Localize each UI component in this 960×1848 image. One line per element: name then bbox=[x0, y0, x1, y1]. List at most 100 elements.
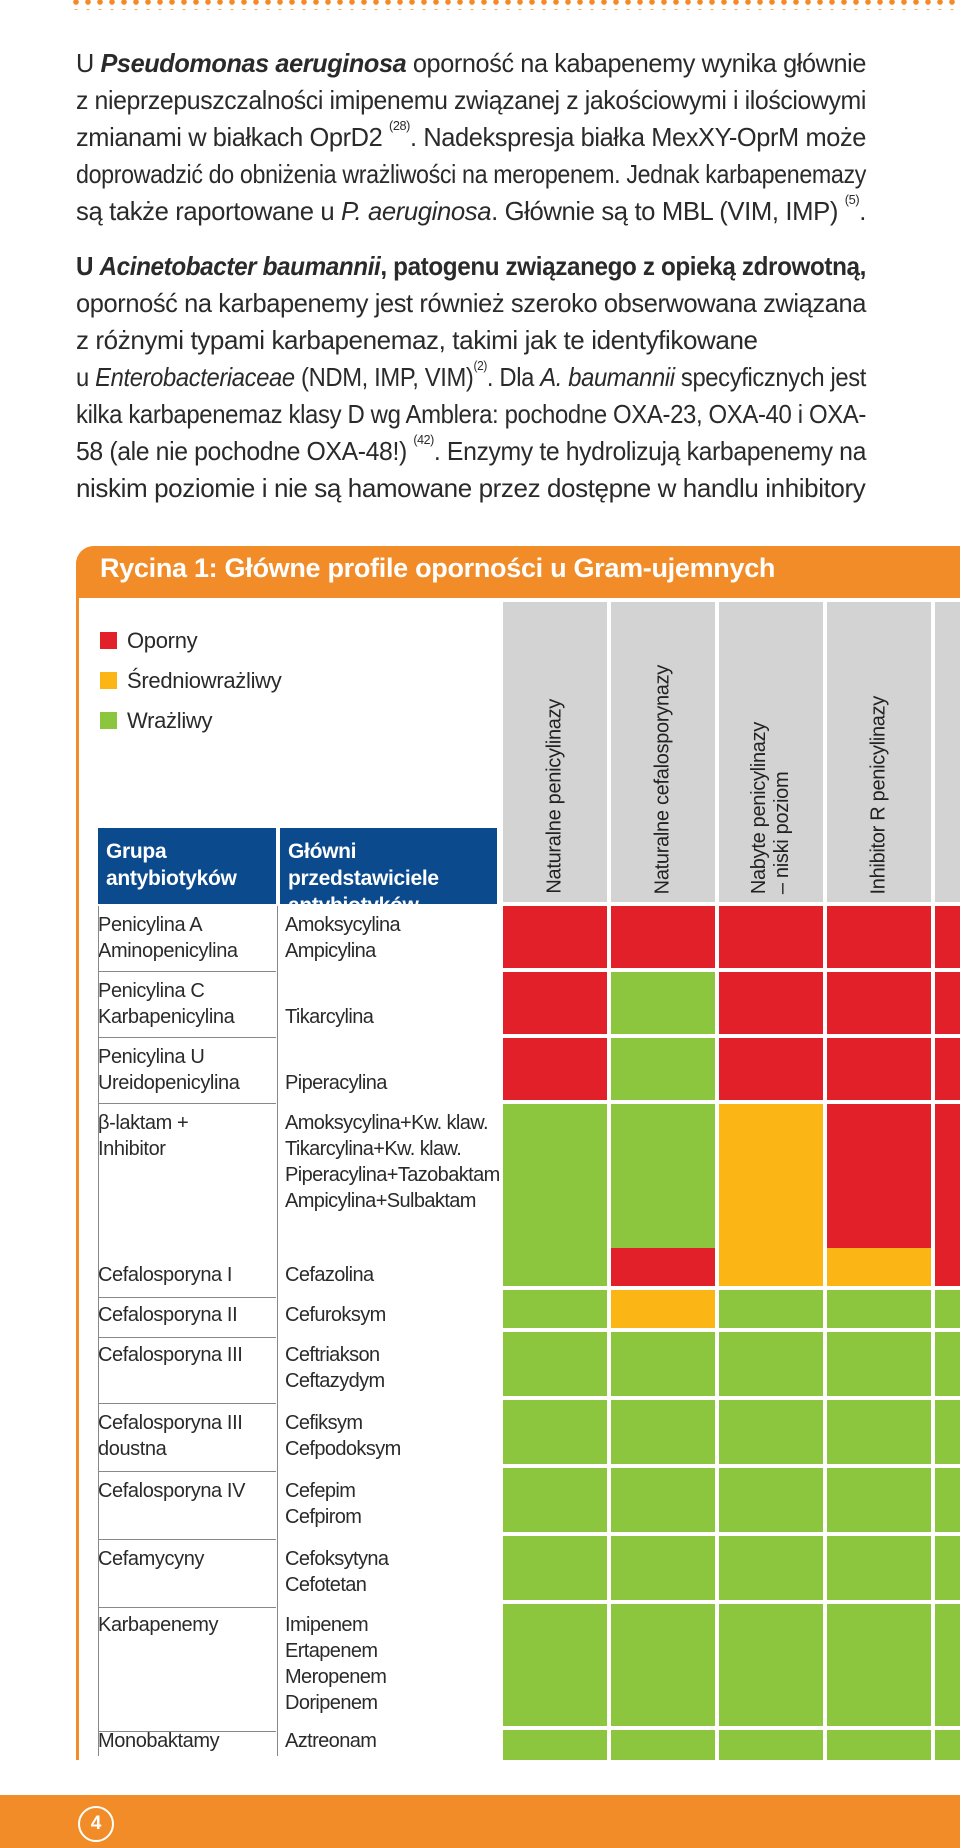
legend-swatch bbox=[100, 632, 117, 649]
text-run: , patogenu związanego z opieką zdrowotną… bbox=[380, 251, 866, 281]
line-content: U Acinetobacter baumannii, patogenu zwią… bbox=[76, 248, 866, 285]
row-group-line: Cefalosporyna I bbox=[98, 1264, 233, 1286]
profile-cell bbox=[935, 1332, 960, 1396]
representative-line: Ampicylina+Sulbaktam bbox=[285, 1190, 476, 1212]
text-run: zmianami w białkach OprD2 bbox=[76, 122, 390, 152]
representative-line: Ampicylina bbox=[285, 940, 376, 962]
paragraph-pseudomonas: U Pseudomonas aeruginosa oporność na kab… bbox=[76, 45, 866, 230]
representative-line: Piperacylina bbox=[285, 1072, 387, 1094]
row-group: Cefalosporyna II bbox=[98, 1302, 276, 1338]
row-group: Cefamycyny bbox=[98, 1546, 276, 1608]
profile-cell bbox=[611, 1332, 715, 1396]
representative-line: Ceftazydym bbox=[285, 1370, 385, 1392]
row-group-line: Cefalosporyna II bbox=[98, 1304, 238, 1326]
representative-line: Cefazolina bbox=[285, 1264, 374, 1286]
profile-cell bbox=[935, 972, 960, 1034]
profile-cell bbox=[935, 1248, 960, 1286]
citation: (28) bbox=[389, 118, 411, 133]
profile-cell bbox=[611, 972, 715, 1034]
header-line: antybiotyków bbox=[288, 894, 419, 917]
row-group: Karbapenemy bbox=[98, 1612, 276, 1732]
row-representatives: Cefepim Cefpirom bbox=[285, 1478, 497, 1530]
row-group-line: Aminopenicylina bbox=[98, 940, 238, 962]
profile-cell bbox=[827, 1038, 931, 1100]
mechanism-label: Inhibitor R penicylinazy bbox=[868, 696, 891, 894]
profile-cell bbox=[611, 1468, 715, 1532]
paragraph-line: doprowadzić do obniżenia wrażliwości na … bbox=[76, 156, 866, 193]
profile-cell bbox=[503, 1400, 607, 1464]
profile-cell bbox=[827, 1332, 931, 1396]
line-content: doprowadzić do obniżenia wrażliwości na … bbox=[76, 156, 866, 193]
row-group-line: Penicylina A bbox=[98, 914, 203, 936]
row-group: Penicylina A Aminopenicylina bbox=[98, 912, 276, 972]
representative-line: Cefoksytyna bbox=[285, 1548, 389, 1570]
profile-cell bbox=[503, 1290, 607, 1328]
profile-cell bbox=[827, 1290, 931, 1328]
legend-item-susceptible: Wrażliwy bbox=[100, 708, 213, 734]
representative-line: Tikarcylina bbox=[285, 1006, 374, 1028]
text-run: u bbox=[76, 362, 96, 392]
representative-line: Aztreonam bbox=[285, 1730, 377, 1752]
profile-cell bbox=[719, 906, 823, 968]
paragraph-line: są także raportowane u P. aeruginosa. Gł… bbox=[76, 193, 866, 230]
row-group: β-laktam + Inhibitor bbox=[98, 1110, 276, 1250]
profile-cell bbox=[611, 1400, 715, 1464]
text-run: A. baumannii bbox=[540, 362, 675, 392]
mechanism-label: Naturalne cefalosporynazy bbox=[652, 665, 675, 894]
profile-cell bbox=[719, 1248, 823, 1286]
profile-cell bbox=[719, 1730, 823, 1760]
profile-cell bbox=[827, 1248, 931, 1286]
paragraph-line: U Pseudomonas aeruginosa oporność na kab… bbox=[76, 45, 866, 82]
legend-label: Wrażliwy bbox=[127, 708, 213, 733]
row-representatives: Ceftriakson Ceftazydym bbox=[285, 1342, 497, 1394]
profile-cell bbox=[719, 1332, 823, 1396]
profile-cell bbox=[719, 972, 823, 1034]
mechanism-label-line: Naturalne cefalosporynazy bbox=[651, 664, 674, 894]
text-run: są także raportowane u bbox=[76, 196, 342, 226]
text-run: z nieprzepuszczalności imipenemu związan… bbox=[76, 85, 866, 115]
text-run: Acinetobacter baumannii bbox=[99, 251, 381, 281]
row-group-line: Cefalosporyna IV bbox=[98, 1480, 246, 1502]
page-number: 4 bbox=[78, 1806, 114, 1842]
paragraph-line: oporność na karbapenemy jest również sze… bbox=[76, 285, 866, 322]
profile-cell bbox=[719, 1400, 823, 1464]
profile-cell bbox=[611, 906, 715, 968]
row-group: Cefalosporyna III bbox=[98, 1342, 276, 1404]
text-run: doprowadzić do obniżenia wrażliwości na … bbox=[76, 159, 866, 189]
representative-line: Tikarcylina+Kw. klaw. bbox=[285, 1138, 462, 1160]
profile-cell bbox=[611, 1730, 715, 1760]
text-run: U bbox=[76, 251, 100, 281]
text-run: . Dla bbox=[486, 362, 541, 392]
profile-cell bbox=[503, 1536, 607, 1600]
profile-cell bbox=[611, 1536, 715, 1600]
profile-cell bbox=[935, 1400, 960, 1464]
representative-line: Cefiksym bbox=[285, 1412, 363, 1434]
footer-bar bbox=[0, 1795, 960, 1848]
text-run: Enterobacteriaceae bbox=[95, 362, 295, 392]
representative-line: Amoksycylina bbox=[285, 914, 401, 936]
profile-cell bbox=[719, 1468, 823, 1532]
figure-title: Rycina 1: Główne profile oporności u Gra… bbox=[100, 553, 776, 583]
paragraph-acinetobacter: U Acinetobacter baumannii, patogenu zwią… bbox=[76, 248, 866, 507]
line-content: z różnymi typami karbapenemaz, takimi ja… bbox=[76, 322, 758, 359]
profile-cell bbox=[935, 1468, 960, 1532]
figure-frame bbox=[76, 546, 960, 1760]
text-run: niskim poziomie i nie są hamowane przez … bbox=[76, 473, 866, 503]
mechanism-label-line: Nabyte penicylinazy bbox=[748, 721, 770, 894]
line-content: zmianami w białkach OprD2 (28). Nadekspr… bbox=[76, 119, 866, 156]
profile-cell bbox=[827, 1536, 931, 1600]
row-group-line: Cefamycyny bbox=[98, 1548, 205, 1570]
paragraph-line: u Enterobacteriaceae (NDM, IMP, VIM)(2).… bbox=[76, 359, 866, 396]
profile-cell bbox=[503, 1468, 607, 1532]
profile-cell bbox=[935, 1290, 960, 1328]
text-run: kilka karbapenemaz klasy D wg Amblera: p… bbox=[76, 399, 866, 429]
row-group: Monobaktamy bbox=[98, 1728, 276, 1758]
profile-cell bbox=[935, 1104, 960, 1250]
profile-cell bbox=[503, 1604, 607, 1726]
text-run: . Nadekspresja białka MexXY-OprM może bbox=[410, 122, 866, 152]
paragraph-line: U Acinetobacter baumannii, patogenu zwią… bbox=[76, 248, 866, 285]
paragraph-line: 58 (ale nie pochodne OXA-48!) (42). Enzy… bbox=[76, 433, 866, 470]
text-run: oporność na kabapenemy wynika głównie bbox=[406, 48, 866, 78]
profile-cell bbox=[935, 1730, 960, 1760]
profile-cell bbox=[827, 1468, 931, 1532]
